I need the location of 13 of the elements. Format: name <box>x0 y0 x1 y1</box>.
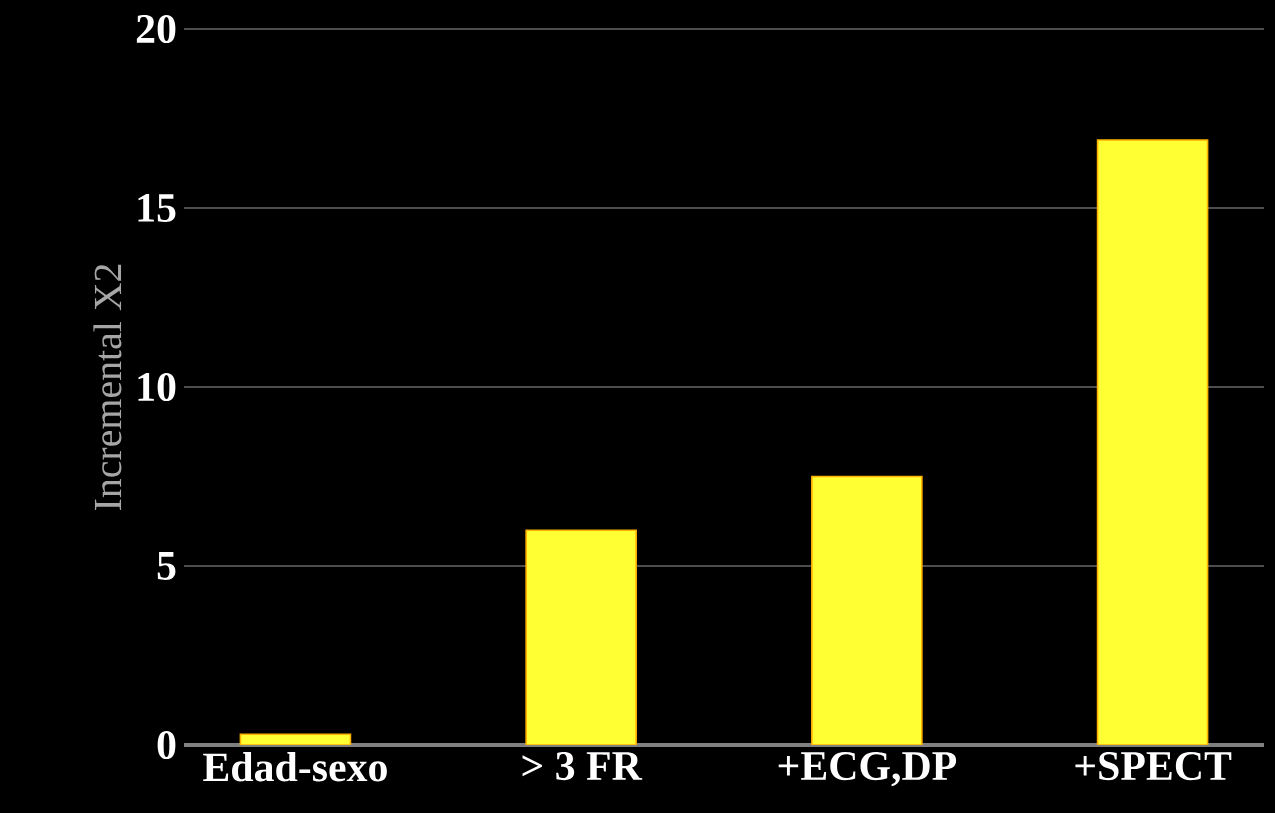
y-tick-label: 10 <box>138 372 176 402</box>
x-tick-label: +SPECT <box>1075 752 1232 781</box>
y-tick-label: 0 <box>157 730 176 760</box>
x-tick-label: Edad-sexo <box>203 752 387 782</box>
x-tick-label: > 3 FR <box>522 752 643 781</box>
bar <box>525 529 637 745</box>
bar <box>811 475 923 745</box>
y-tick-label: 20 <box>136 14 176 44</box>
bar <box>1096 139 1209 745</box>
y-axis-title: Incremental X2 <box>93 264 122 511</box>
y-tick-label: 15 <box>138 193 176 223</box>
y-tick-label: 5 <box>157 552 176 580</box>
x-tick-label: +ECG,DP <box>778 752 957 787</box>
